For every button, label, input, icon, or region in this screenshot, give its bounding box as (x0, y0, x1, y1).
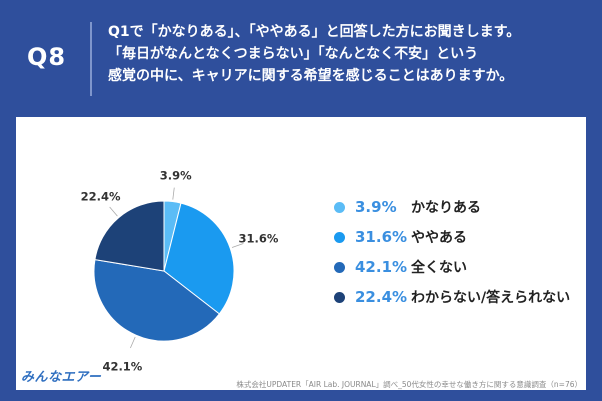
legend-value: 31.6% (355, 228, 408, 246)
legend-swatch (334, 261, 345, 273)
question-number: Q8 (27, 43, 67, 71)
leader-line (231, 243, 244, 248)
legend-label: ややある (411, 230, 467, 246)
pie-chart: 3.9% 31.6% 42.1% 22.4% (81, 169, 279, 374)
slice-label: 42.1% (102, 359, 142, 373)
legend-value: 3.9% (355, 198, 397, 216)
leader-line (109, 206, 118, 217)
legend-swatch (334, 231, 345, 243)
legend-label: かなりある (411, 200, 481, 216)
source-note: 株式会社UPDATER「AIR Lab. JOURNAL」調べ_50代女性の幸せ… (236, 380, 582, 389)
legend-label: 全くない (411, 260, 467, 276)
slice-label: 3.9% (160, 169, 192, 183)
legend-value: 42.1% (355, 258, 408, 276)
legend-item-mattaku: 42.1% 全くない (334, 255, 467, 279)
pie-slice (94, 200, 165, 272)
question-text: Q1で「かなりある」、「ややある」と回答した方にお聞きします。 「毎日がなんとな… (108, 21, 588, 87)
question-line: 感覚の中に、キャリアに関する希望を感じることはありますか。 (108, 68, 514, 84)
legend-swatch (334, 201, 345, 213)
question-line: Q1で「かなりある」、「ややある」と回答した方にお聞きします。 (108, 24, 521, 40)
question-line: 「毎日がなんとなくつまらない」「なんとなく不安」という (108, 46, 479, 62)
leader-line (130, 336, 136, 349)
pie-slice (93, 259, 221, 342)
legend-item-yaya: 31.6% ややある (334, 225, 467, 249)
chart-card: 3.9% 31.6% 42.1% 22.4% 3.9% かなりある 31.6% ややあ… (16, 117, 586, 390)
legend-label: わからない/答えられない (411, 290, 571, 306)
pie-slice (163, 202, 235, 315)
divider-line (90, 22, 92, 96)
slice-label: 31.6% (239, 231, 279, 245)
slice-label: 22.4% (81, 189, 121, 203)
question-header: Q8 Q1で「かなりある」、「ややある」と回答した方にお聞きします。 「毎日がな… (0, 0, 602, 118)
legend-value: 22.4% (355, 288, 408, 306)
brand-logo: みんなエアー (21, 370, 102, 385)
legend-item-wakaranai: 22.4% わからない/答えられない (334, 285, 570, 309)
legend-swatch (334, 291, 345, 303)
legend-item-kanari: 3.9% かなりある (334, 195, 481, 219)
leader-line (172, 187, 175, 200)
